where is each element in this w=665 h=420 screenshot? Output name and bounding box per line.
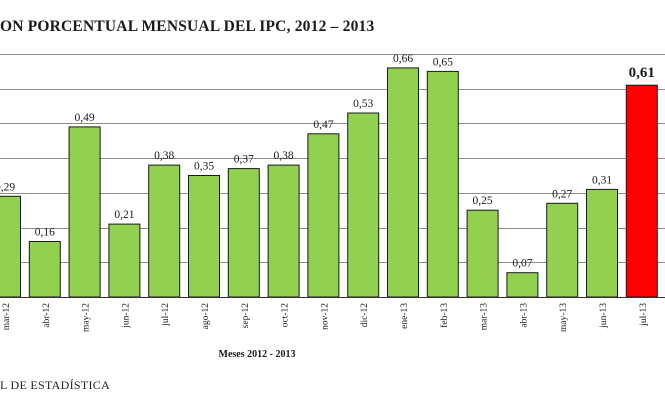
value-label-ene-13: 0,66 xyxy=(393,53,413,65)
bar-mar-13 xyxy=(466,209,499,298)
tick-label-jul-12: jul-12 xyxy=(161,303,171,327)
value-label-ago-12: 0,35 xyxy=(194,161,214,173)
bars xyxy=(0,67,658,298)
value-label-mar-12: 0,29 xyxy=(0,181,15,193)
tick-label-jun-13: jun-13 xyxy=(599,303,609,329)
bar-ene-13 xyxy=(387,67,419,298)
bar-jun-13 xyxy=(586,188,618,298)
bar-mar-12 xyxy=(0,195,21,298)
value-label-may-13: 0,27 xyxy=(552,188,572,200)
bar-abr-12 xyxy=(28,241,61,298)
value-label-oct-12: 0,38 xyxy=(274,150,294,162)
bar-sep-12 xyxy=(227,168,260,298)
bar-dic-12 xyxy=(347,112,380,298)
bar-oct-12 xyxy=(267,164,300,298)
value-label-mar-13: 0,25 xyxy=(473,195,493,207)
source-note: L DE ESTADÍSTICA xyxy=(0,378,111,392)
value-label-jul-12: 0,38 xyxy=(154,150,174,162)
tick-label-dic-12: dic-12 xyxy=(360,303,370,328)
value-label-jul-13: 0,61 xyxy=(629,65,655,81)
tick-label-abr-13: abr-13 xyxy=(519,303,529,328)
value-label-abr-12: 0,16 xyxy=(35,227,55,239)
tick-label-mar-13: mar-13 xyxy=(480,303,490,330)
chart-title: ON PORCENTUAL MENSUAL DEL IPC, 2012 – 20… xyxy=(0,18,375,35)
tick-label-sep-12: sep-12 xyxy=(241,303,251,329)
value-label-abr-13: 0,07 xyxy=(512,258,532,270)
tick-label-jun-12: jun-12 xyxy=(121,303,131,329)
bar-jul-12 xyxy=(148,164,181,298)
bar-abr-13 xyxy=(506,272,539,298)
tick-label-ene-13: ene-13 xyxy=(400,303,410,329)
bar-ago-12 xyxy=(188,175,220,298)
tick-label-mar-12: mar-12 xyxy=(2,303,12,330)
value-labels: 0,29 0,16 0,49 0,21 0,38 0,35 0,37 0,38 0,47 0,53… xyxy=(0,53,655,270)
value-label-feb-13: 0,65 xyxy=(433,56,453,68)
x-axis-title: Meses 2012 - 2013 xyxy=(219,349,296,360)
tick-label-oct-12: oct-12 xyxy=(281,303,291,328)
tick-label-feb-13: feb-13 xyxy=(439,303,450,328)
tick-label-abr-12: abr-12 xyxy=(42,303,52,328)
x-tick-labels: mar-12 abr-12 may-12 jun-12 jul-12 ago-12 sep-… xyxy=(2,303,649,332)
value-label-nov-12: 0,47 xyxy=(313,119,333,131)
value-label-jun-13: 0,31 xyxy=(592,174,612,186)
tick-label-nov-12: nov-12 xyxy=(320,303,330,330)
tick-label-jul-13: jul-13 xyxy=(639,303,649,327)
value-label-jun-12: 0,21 xyxy=(114,209,134,221)
bar-may-13 xyxy=(546,202,579,298)
value-label-dic-12: 0,53 xyxy=(353,98,373,110)
bar-nov-12 xyxy=(307,133,340,298)
tick-label-ago-12: ago-12 xyxy=(201,303,211,330)
value-label-sep-12: 0,37 xyxy=(234,154,254,166)
bar-jul-13 xyxy=(625,84,658,298)
bar-jun-12 xyxy=(108,223,141,298)
bar-feb-13 xyxy=(426,70,459,298)
tick-label-may-13: may-13 xyxy=(559,303,569,332)
value-label-may-12: 0,49 xyxy=(75,112,95,124)
bar-may-12 xyxy=(68,126,101,298)
tick-label-may-12: may-12 xyxy=(82,303,92,332)
